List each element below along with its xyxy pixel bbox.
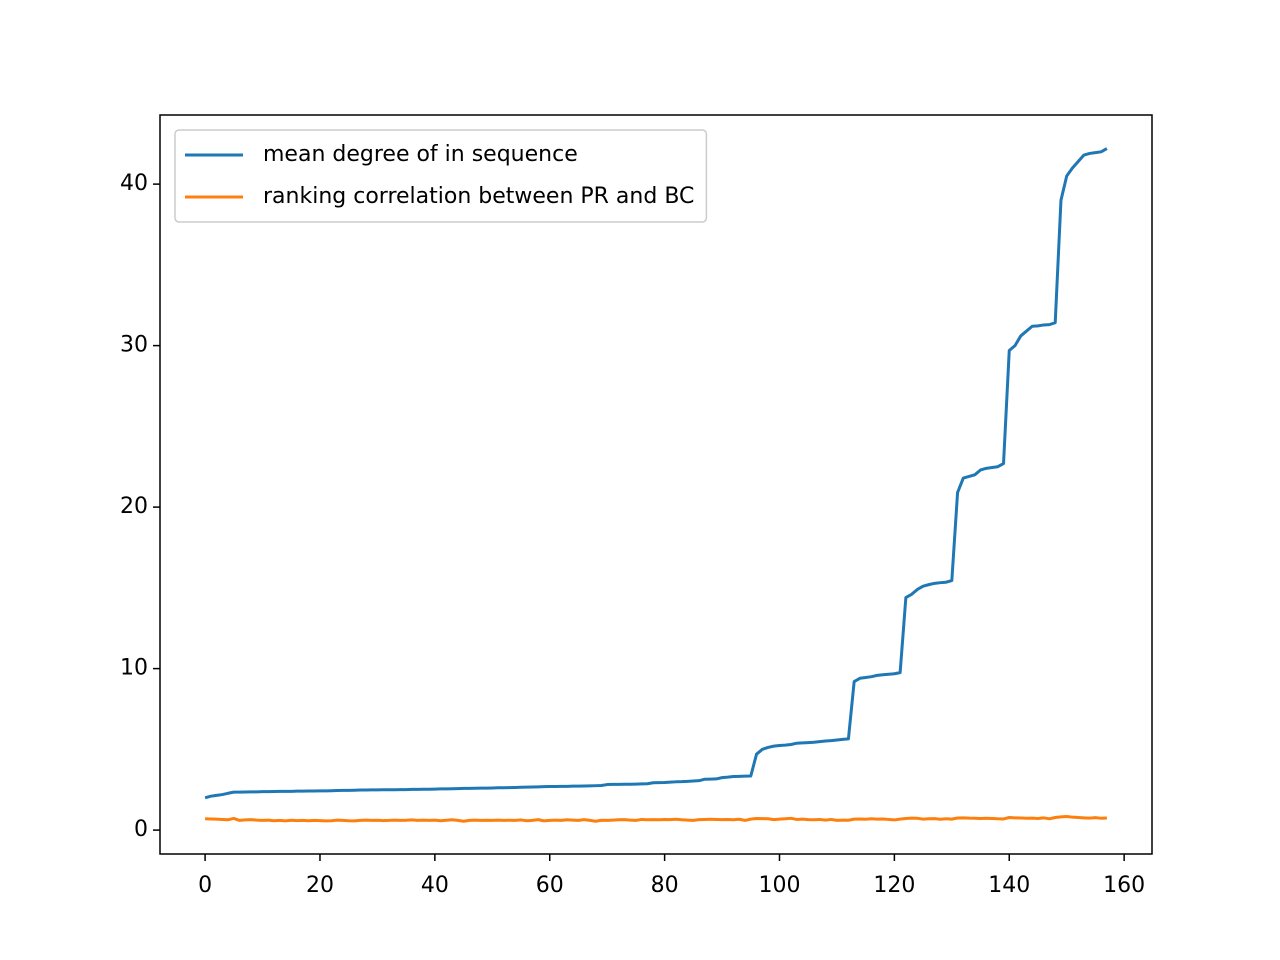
y-tick-label: 40 xyxy=(120,171,148,196)
y-tick-label: 20 xyxy=(120,494,148,519)
plot-frame xyxy=(159,114,1153,855)
legend-box xyxy=(174,129,708,223)
y-tick-label: 10 xyxy=(120,656,148,681)
y-tick-label: 30 xyxy=(120,333,148,358)
legend: mean degree of in sequence ranking correl… xyxy=(174,129,708,223)
line-series xyxy=(205,815,1107,823)
x-tick-label: 40 xyxy=(421,873,449,898)
line-series xyxy=(204,147,1108,800)
y-tick-label: 0 xyxy=(134,817,148,842)
x-tick-label: 100 xyxy=(758,873,800,898)
x-tick-label: 120 xyxy=(873,873,915,898)
x-tick-label: 160 xyxy=(1103,873,1145,898)
legend-label: mean degree of in sequence xyxy=(263,142,578,167)
x-tick-label: 140 xyxy=(988,873,1030,898)
x-tick-label: 0 xyxy=(198,873,212,898)
x-tick-label: 60 xyxy=(536,873,564,898)
legend-label: ranking correlation between PR and BC xyxy=(263,184,694,209)
x-tick-label: 80 xyxy=(651,873,679,898)
x-tick-label: 20 xyxy=(306,873,334,898)
